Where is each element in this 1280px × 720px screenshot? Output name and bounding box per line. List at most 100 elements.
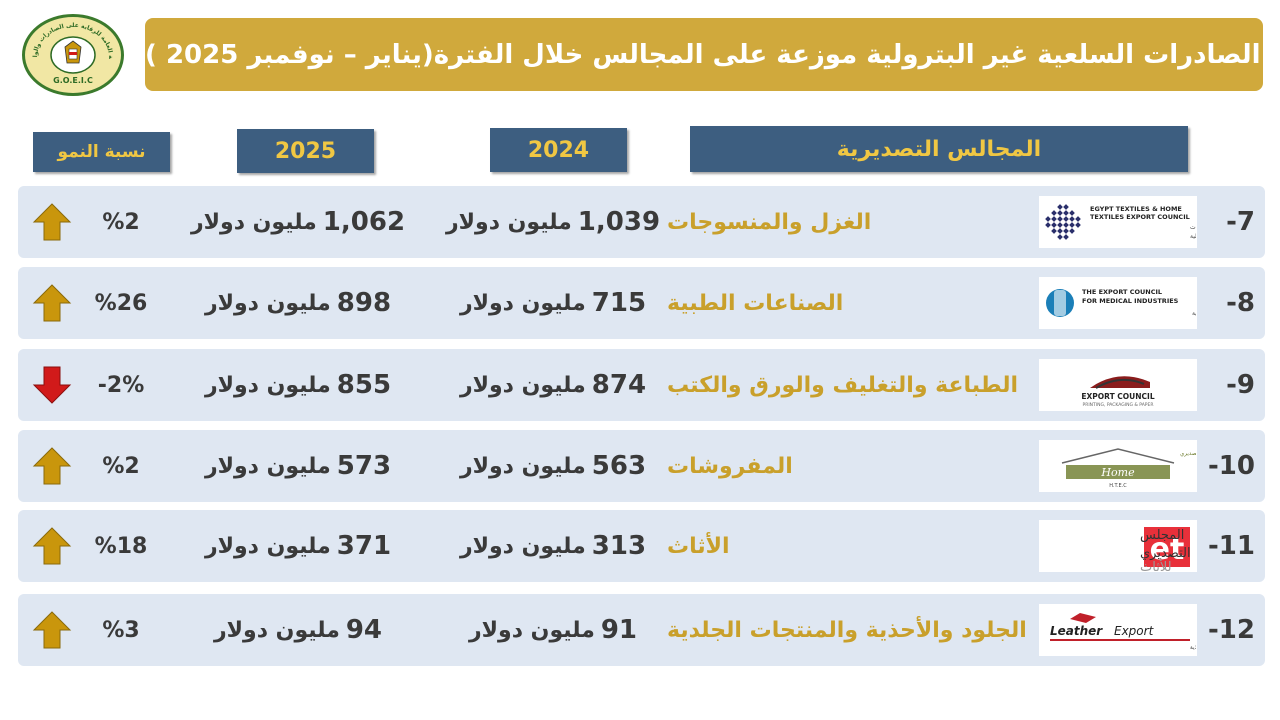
svg-text:المجلس التصديري للغزل والمنسوج: المجلس التصديري للغزل والمنسوجات xyxy=(1190,224,1196,231)
table-row: -8 THE EXPORT COUNCIL FOR MEDICAL INDUSTR… xyxy=(18,267,1265,339)
svg-text:المجلس التصديري: المجلس التصديري xyxy=(1180,451,1196,457)
value-2025-number: 371 xyxy=(336,531,392,561)
row-number: -7 xyxy=(1226,207,1255,237)
table-row: -11 et المجلس التصديري للأثاث الأثاث 313 مل… xyxy=(18,510,1265,582)
row-number: -9 xyxy=(1226,370,1255,400)
value-2025: 855 مليون دولار xyxy=(183,349,413,421)
council-name: الصناعات الطبية xyxy=(667,290,844,316)
value-2025: 898 مليون دولار xyxy=(183,267,413,339)
council-name: الطباعة والتغليف والورق والكتب xyxy=(667,372,1019,398)
svg-text:FOR MEDICAL INDUSTRIES: FOR MEDICAL INDUSTRIES xyxy=(1082,297,1179,305)
row-number: -8 xyxy=(1226,288,1255,318)
svg-text:المجلس التصديري للصناعات الطبي: المجلس التصديري للصناعات الطبية xyxy=(1192,310,1196,317)
row-number: -11 xyxy=(1208,531,1255,561)
value-2025-unit: مليون دولار xyxy=(204,372,331,398)
value-2024: 313 مليون دولار xyxy=(438,510,668,582)
svg-text:للأثاث: للأثاث xyxy=(1140,558,1172,571)
svg-text:EXPORT COUNCIL: EXPORT COUNCIL xyxy=(1081,392,1154,401)
row-number: -12 xyxy=(1208,615,1255,645)
table-row: -12 Leather Export المجلس التصديري للجلود … xyxy=(18,594,1265,666)
council-logo-graphic: Home المجلس التصديري H.T.E.C xyxy=(1061,448,1196,489)
value-2024: 563 مليون دولار xyxy=(438,430,668,502)
value-2025-number: 94 xyxy=(345,615,383,645)
svg-text:et: et xyxy=(1150,532,1185,567)
council-logo: Leather Export المجلس التصديري للجلود والأ… xyxy=(1039,604,1197,656)
value-2025: 1,062 مليون دولار xyxy=(183,186,413,258)
logo-bottom-text: G.O.E.I.C xyxy=(53,76,93,85)
value-2024: 1,039 مليون دولار xyxy=(438,186,668,258)
value-2024-unit: مليون دولار xyxy=(459,290,586,316)
value-2025: 573 مليون دولار xyxy=(183,430,413,502)
trend-arrow-icon xyxy=(32,203,72,241)
table-row: -9 EXPORT COUNCIL PRINTING, PACKAGING & P… xyxy=(18,349,1265,421)
growth-value: -2% xyxy=(97,372,145,398)
table-row: -7 EGYPT TEXTILES & HOME TEXTILES EXPORT … xyxy=(18,186,1265,258)
header-2025: 2025 xyxy=(237,129,374,173)
value-2025: 94 مليون دولار xyxy=(183,594,413,666)
growth-value: %2 xyxy=(102,209,140,235)
value-2025-unit: مليون دولار xyxy=(204,453,331,479)
svg-text:Leather: Leather xyxy=(1050,624,1103,638)
value-2025-unit: مليون دولار xyxy=(190,209,317,235)
value-2024: 874 مليون دولار xyxy=(438,349,668,421)
council-logo: EGYPT TEXTILES & HOME TEXTILES EXPORT COU… xyxy=(1039,196,1197,248)
trend-arrow-icon xyxy=(32,611,72,649)
svg-text:والمفروشات المنزلية: والمفروشات المنزلية xyxy=(1190,233,1196,240)
header-2024: 2024 xyxy=(490,128,627,172)
header-growth: نسبة النمو xyxy=(33,132,170,172)
value-2024-number: 715 xyxy=(591,288,647,318)
value-2024-unit: مليون دولار xyxy=(459,453,586,479)
trend-arrow-icon xyxy=(32,284,72,322)
value-2024: 715 مليون دولار xyxy=(438,267,668,339)
svg-text:H.T.E.C: H.T.E.C xyxy=(1109,483,1127,489)
council-logo: Home المجلس التصديري H.T.E.C xyxy=(1039,440,1197,492)
growth-value: %18 xyxy=(94,533,148,559)
goeic-logo: الهيئة العامة للرقابة على الصادرات والوا… xyxy=(22,14,124,96)
council-logo: et المجلس التصديري للأثاث xyxy=(1039,520,1197,572)
trend-arrow-icon xyxy=(32,366,72,404)
svg-text:المجلس التصديري للجلود والأحذي: المجلس التصديري للجلود والأحذية xyxy=(1190,643,1196,651)
council-name: الغزل والمنسوجات xyxy=(667,209,872,235)
council-logo-graphic: Leather Export المجلس التصديري للجلود والأ… xyxy=(1050,613,1196,651)
value-2025-unit: مليون دولار xyxy=(204,533,331,559)
council-logo: THE EXPORT COUNCIL FOR MEDICAL INDUSTRIES… xyxy=(1039,277,1197,329)
council-name: الجلود والأحذية والمنتجات الجلدية xyxy=(667,617,1027,643)
svg-text:PRINTING, PACKAGING & PAPER: PRINTING, PACKAGING & PAPER xyxy=(1083,402,1154,408)
value-2024-number: 1,039 xyxy=(577,207,661,237)
value-2024-number: 563 xyxy=(591,451,647,481)
header-councils: المجالس التصديرية xyxy=(690,126,1188,172)
value-2024-unit: مليون دولار xyxy=(469,617,595,643)
svg-text:Export: Export xyxy=(1114,624,1155,638)
value-2024-unit: مليون دولار xyxy=(459,372,586,398)
value-2025-unit: مليون دولار xyxy=(214,617,340,643)
value-2024-number: 91 xyxy=(600,615,638,645)
value-2024-number: 874 xyxy=(591,370,647,400)
value-2025-number: 573 xyxy=(336,451,392,481)
council-logo: EXPORT COUNCIL PRINTING, PACKAGING & PAPE… xyxy=(1039,359,1197,411)
value-2025-number: 1,062 xyxy=(322,207,406,237)
title-banner: بيان الصادرات السلعية غير البترولية موزع… xyxy=(145,18,1280,91)
svg-text:THE EXPORT COUNCIL: THE EXPORT COUNCIL xyxy=(1082,288,1162,296)
value-2025-number: 855 xyxy=(336,370,392,400)
value-2025: 371 مليون دولار xyxy=(183,510,413,582)
table-row: -10 Home المجلس التصديري H.T.E.C المفروشات… xyxy=(18,430,1265,502)
council-name: المفروشات xyxy=(667,453,793,479)
growth-value: %2 xyxy=(102,453,140,479)
svg-text:TEXTILES EXPORT COUNCIL: TEXTILES EXPORT COUNCIL xyxy=(1090,213,1190,221)
svg-text:التصديري: التصديري xyxy=(1140,546,1191,561)
value-2024-unit: مليون دولار xyxy=(459,533,586,559)
growth-value: %26 xyxy=(94,290,148,316)
trend-arrow-icon xyxy=(32,447,72,485)
svg-text:Home: Home xyxy=(1100,466,1135,479)
value-2024: 91 مليون دولار xyxy=(438,594,668,666)
council-name: الأثاث xyxy=(667,533,730,559)
value-2024-number: 313 xyxy=(591,531,647,561)
trend-arrow-icon xyxy=(32,527,72,565)
row-number: -10 xyxy=(1208,451,1255,481)
value-2024-unit: مليون دولار xyxy=(445,209,572,235)
page-title: بيان الصادرات السلعية غير البترولية موزع… xyxy=(145,39,1280,70)
